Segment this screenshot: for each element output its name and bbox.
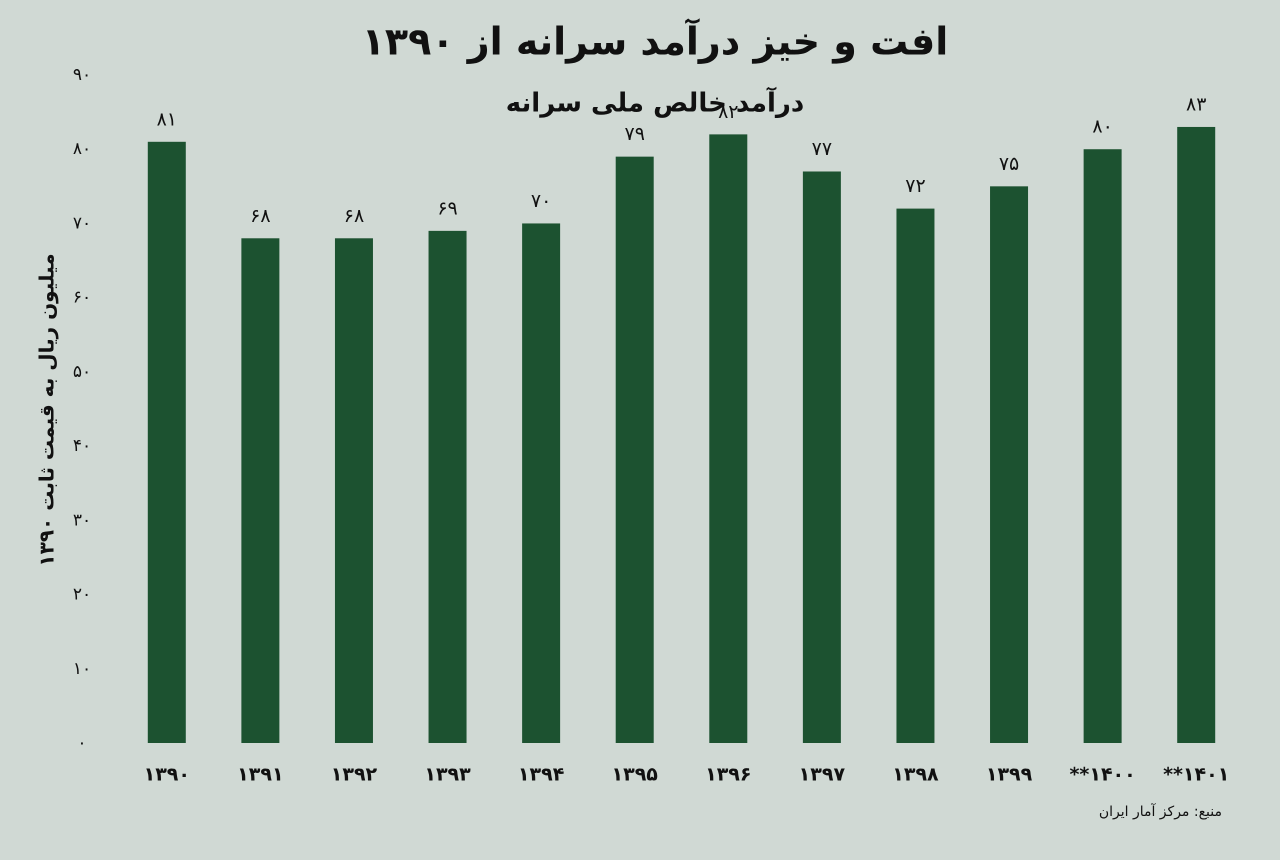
bar [990,186,1029,744]
bar [896,208,935,744]
y-tick-label: ۶۰ [73,288,91,308]
data-label: ۸۲ [718,101,738,123]
y-tick-label: ۹۰ [73,65,91,85]
bar [1083,149,1122,743]
bar [802,171,841,743]
data-label: ۶۸ [344,205,364,227]
y-tick-label: ۷۰ [73,213,91,233]
y-tick-label: ۳۰ [73,510,91,530]
x-tick-label: ۱۳۹۹ [986,764,1033,786]
chart-subtitle: درآمد خالص ملی سرانه [506,87,804,119]
data-label: ۷۰ [531,190,551,212]
data-label: ۷۵ [999,153,1019,175]
chart-title: افت و خیز درآمد سرانه از ۱۳۹۰ [362,18,949,65]
y-tick-label: ۱۰ [73,659,91,679]
data-label: ۸۱ [157,108,177,130]
bar [1177,126,1216,743]
x-tick-label: **۱۴۰۰ [1069,764,1135,786]
data-label: ۶۸ [250,205,270,227]
x-tick-label: ۱۳۹۸ [892,764,939,786]
data-label: ۷۹ [624,123,644,145]
bar [522,223,561,743]
y-tick-label: ۴۰ [73,436,91,456]
y-tick-label: ۲۰ [73,585,91,605]
data-label: ۷۷ [812,138,832,160]
bar [334,238,373,744]
bar [428,230,467,743]
data-label: ۶۹ [437,197,457,219]
y-axis-label: میلیون ریال به قیمت ثابت ۱۳۹۰ [35,253,59,566]
x-tick-label: ۱۳۹۰ [144,764,190,786]
y-tick-label: ۰ [77,733,86,753]
data-label: ۷۲ [905,175,925,197]
x-tick-label: ۱۳۹۵ [612,764,659,786]
bar [147,141,186,744]
x-tick-label: ۱۳۹۲ [331,764,378,786]
y-tick-label: ۸۰ [73,139,91,159]
bar [615,156,654,744]
data-label: ۸۰ [1092,116,1112,138]
bar [241,238,280,744]
x-tick-label: **۱۴۰۱ [1163,764,1229,786]
y-tick-label: ۵۰ [73,362,91,382]
bar [709,134,748,743]
x-tick-label: ۱۳۹۱ [237,764,283,786]
x-tick-label: ۱۳۹۶ [705,764,751,786]
x-tick-label: ۱۳۹۴ [518,764,564,786]
data-label: ۸۳ [1186,93,1206,115]
x-tick-label: ۱۳۹۷ [799,764,846,786]
source: منبع: مرکز آمار ایران [1099,803,1222,820]
x-tick-label: ۱۳۹۳ [424,764,471,786]
